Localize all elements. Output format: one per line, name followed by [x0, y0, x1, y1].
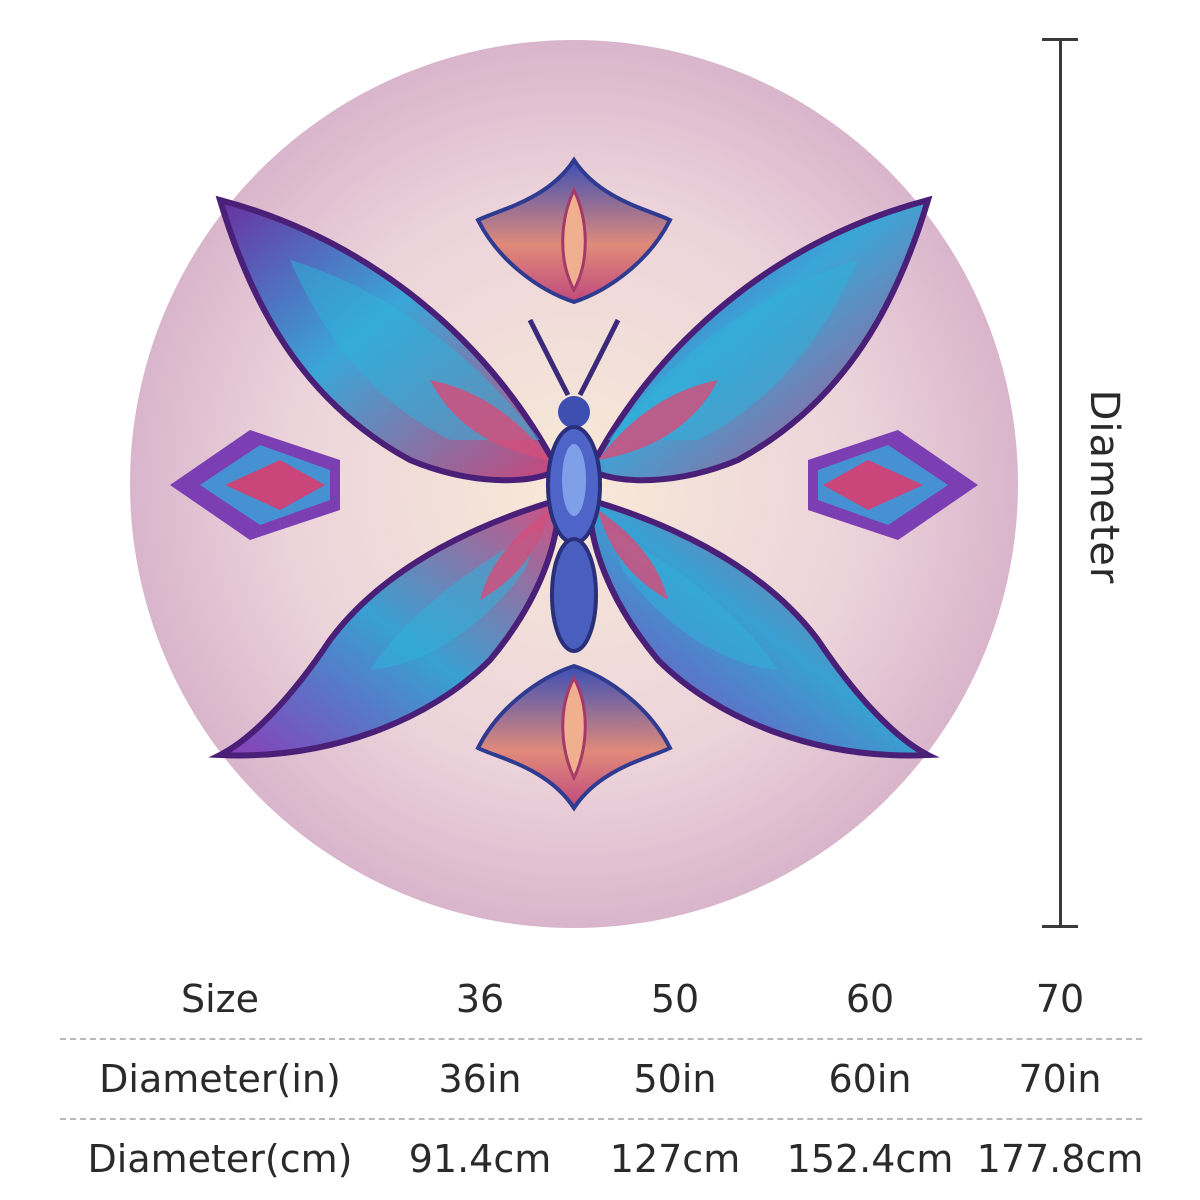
- diameter-in-cell: 60in: [828, 1057, 912, 1101]
- dimension-line: [1059, 38, 1062, 928]
- row-header-diameter-in: Diameter(in): [99, 1057, 341, 1101]
- butterfly-body: [527, 318, 621, 653]
- row-header-size: Size: [180, 977, 259, 1021]
- diameter-in-cell: 36in: [438, 1057, 522, 1101]
- diameter-cm-cell: 177.8cm: [976, 1137, 1144, 1181]
- top-lotus: [475, 156, 673, 305]
- size-table: Size 36 50 60 70 Diameter(in) 36in 50in …: [60, 960, 1144, 1198]
- butterfly-mandala-illustration: [130, 40, 1018, 928]
- dimension-label: Diameter: [1081, 389, 1127, 585]
- row-divider: [60, 1038, 1142, 1040]
- diameter-in-cell: 50in: [633, 1057, 717, 1101]
- round-rug-image: [130, 40, 1018, 928]
- row-divider: [60, 1118, 1142, 1120]
- bottom-lotus: [475, 663, 673, 812]
- size-cell: 60: [845, 977, 895, 1021]
- row-header-diameter-cm: Diameter(cm): [87, 1137, 353, 1181]
- left-wings: [208, 195, 563, 759]
- diameter-in-row: Diameter(in) 36in 50in 60in 70in: [60, 1040, 1142, 1118]
- dimension-cap-bottom: [1042, 925, 1078, 928]
- diameter-cm-cell: 127cm: [609, 1137, 741, 1181]
- diameter-cm-row: Diameter(cm) 91.4cm 127cm 152.4cm 177.8c…: [60, 1120, 1144, 1198]
- size-cell: 50: [650, 977, 700, 1021]
- size-cell: 36: [455, 977, 505, 1021]
- right-wings: [585, 195, 940, 759]
- diameter-cm-cell: 91.4cm: [408, 1137, 552, 1181]
- diameter-in-cell: 70in: [1018, 1057, 1102, 1101]
- side-lotus-left: [170, 430, 340, 540]
- size-row: Size 36 50 60 70: [60, 960, 1142, 1038]
- side-lotus-right: [808, 430, 978, 540]
- diameter-cm-cell: 152.4cm: [786, 1137, 954, 1181]
- size-cell: 70: [1035, 977, 1085, 1021]
